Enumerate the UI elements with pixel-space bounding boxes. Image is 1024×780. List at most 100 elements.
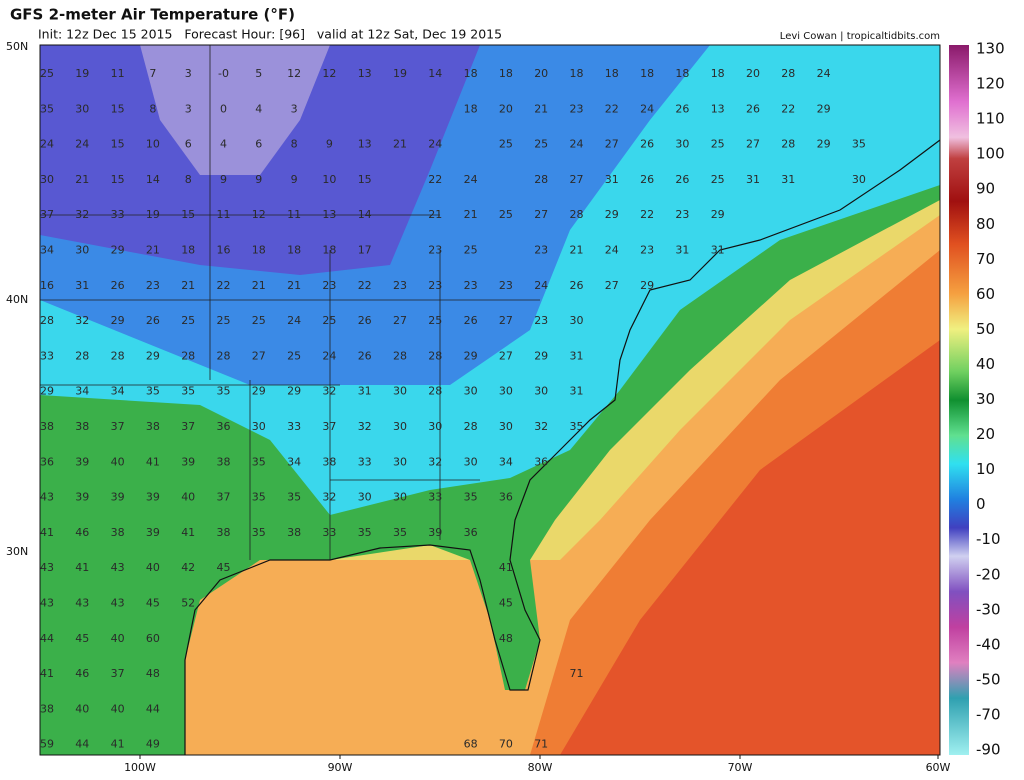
temperature-label: 25 (464, 244, 478, 257)
temperature-label: 37 (111, 420, 125, 433)
temperature-label: 42 (181, 561, 195, 574)
temperature-label: 39 (181, 455, 195, 468)
temperature-label: 26 (675, 173, 689, 186)
temperature-label: 71 (570, 667, 584, 680)
temperature-label: 7 (149, 67, 156, 80)
temperature-label: 25 (287, 349, 301, 362)
temperature-label: 24 (287, 314, 301, 327)
temperature-label: 18 (570, 67, 584, 80)
temperature-label: 24 (75, 138, 89, 151)
temperature-label: 18 (464, 102, 478, 115)
temperature-label: 23 (428, 279, 442, 292)
temperature-label: 24 (464, 173, 478, 186)
temperature-label: 40 (146, 561, 160, 574)
temperature-label: 40 (111, 702, 125, 715)
temperature-label: 9 (291, 173, 298, 186)
temperature-label: 12 (322, 67, 336, 80)
temperature-label: 60 (146, 632, 160, 645)
temperature-label: 44 (75, 738, 89, 751)
temperature-label: 30 (252, 420, 266, 433)
temperature-label: 30 (428, 420, 442, 433)
temperature-label: 33 (322, 526, 336, 539)
temperature-label: 18 (640, 67, 654, 80)
temperature-label: 24 (40, 138, 54, 151)
temperature-label: 35 (252, 455, 266, 468)
temperature-label: 28 (464, 420, 478, 433)
coastline (184, 139, 941, 755)
temperature-label: 23 (675, 208, 689, 221)
temperature-label: 21 (252, 279, 266, 292)
temperature-label: 33 (111, 208, 125, 221)
temperature-label: 4 (220, 138, 227, 151)
temperature-label: 25 (217, 314, 231, 327)
temperature-label: 26 (570, 279, 584, 292)
temperature-label: 22 (358, 279, 372, 292)
temperature-label: 24 (534, 279, 548, 292)
latitude-label: 30N (6, 545, 28, 558)
temperature-label: 25 (711, 138, 725, 151)
temperature-label: 26 (640, 138, 654, 151)
temperature-label: 22 (781, 102, 795, 115)
temperature-label: 30 (499, 385, 513, 398)
temperature-label: 19 (393, 67, 407, 80)
temperature-label: 15 (358, 173, 372, 186)
temperature-label: 20 (746, 67, 760, 80)
temperature-label: 43 (111, 597, 125, 610)
temperature-label: 31 (75, 279, 89, 292)
temperature-label: 35 (252, 491, 266, 504)
temperature-label: 31 (675, 244, 689, 257)
temperature-label: 32 (534, 420, 548, 433)
temperature-label: 35 (287, 491, 301, 504)
temperature-label: 21 (287, 279, 301, 292)
temperature-label: 35 (217, 385, 231, 398)
temperature-label: 48 (499, 632, 513, 645)
colorbar-label: 120 (976, 75, 1005, 93)
temperature-label: 59 (40, 738, 54, 751)
temperature-label: 22 (217, 279, 231, 292)
temperature-label: 13 (322, 208, 336, 221)
temperature-label: 43 (40, 491, 54, 504)
temperature-label: 34 (75, 385, 89, 398)
temperature-label: 30 (464, 455, 478, 468)
temperature-label: 29 (111, 314, 125, 327)
temperature-label: 25 (499, 208, 513, 221)
title: GFS 2-meter Air Temperature (°F) (10, 6, 295, 24)
temperature-label: 29 (146, 349, 160, 362)
temperature-label: 38 (40, 420, 54, 433)
temperature-label: 28 (181, 349, 195, 362)
temperature-label: 14 (146, 173, 160, 186)
temperature-label: 30 (393, 420, 407, 433)
temperature-label: 36 (464, 526, 478, 539)
temperature-label: 21 (570, 244, 584, 257)
temperature-label: 68 (464, 738, 478, 751)
temperature-label: 23 (428, 244, 442, 257)
temperature-label: 25 (499, 138, 513, 151)
temperature-label: 22 (428, 173, 442, 186)
temperature-label: 52 (181, 597, 195, 610)
temperature-label: 26 (146, 314, 160, 327)
map-frame (39, 44, 941, 756)
temperature-label: 25 (322, 314, 336, 327)
temperature-label: 32 (322, 491, 336, 504)
temperature-label: 44 (40, 632, 54, 645)
temperature-label: 45 (499, 597, 513, 610)
temperature-label: 18 (287, 244, 301, 257)
temperature-label: 41 (181, 526, 195, 539)
colorbar-label: 10 (976, 460, 995, 478)
temperature-label: 30 (675, 138, 689, 151)
temperature-label: 14 (358, 208, 372, 221)
temperature-label: 38 (217, 455, 231, 468)
temperature-label: 31 (570, 385, 584, 398)
temperature-label: 18 (711, 67, 725, 80)
temperature-label: 13 (358, 67, 372, 80)
temperature-label: 35 (181, 385, 195, 398)
temperature-label: 34 (111, 385, 125, 398)
temperature-label: 26 (675, 102, 689, 115)
temperature-label: 41 (40, 526, 54, 539)
temperature-label: 12 (287, 67, 301, 80)
temperature-label: 24 (605, 244, 619, 257)
temperature-label: 25 (252, 314, 266, 327)
temperature-label: 35 (464, 491, 478, 504)
temperature-label: 9 (326, 138, 333, 151)
temperature-label: 27 (746, 138, 760, 151)
